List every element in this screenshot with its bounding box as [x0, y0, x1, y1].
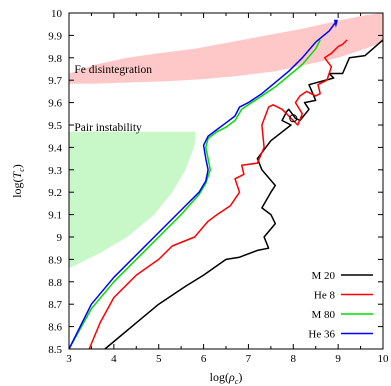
y-tick-label: 8.9 — [48, 254, 62, 266]
x-tick-label: 9 — [335, 353, 341, 365]
series-line-m-80 — [68, 39, 321, 350]
y-axis-label: log(Tc) — [10, 164, 26, 198]
region-labels: Fe disintegration Pair instability — [74, 64, 152, 134]
y-tick-label: 8.8 — [48, 277, 62, 289]
x-tick-label: 8 — [291, 353, 297, 365]
legend-label-m-80: M 80 — [311, 309, 335, 321]
y-tick-label: 9.8 — [48, 53, 62, 65]
y-tick-label: 9.4 — [48, 142, 62, 154]
x-axis-label: log(ρc) — [210, 370, 243, 386]
x-tick-label: 5 — [156, 353, 162, 365]
legend-label-he-36: He 36 — [308, 329, 335, 341]
x-tick-label: 7 — [246, 353, 252, 365]
y-tick-label: 8.6 — [48, 322, 62, 334]
legend-label-m-20: M 20 — [311, 270, 335, 282]
y-tick-label: 9.1 — [48, 210, 62, 222]
y-axis-ticks: 8.5 8.6 8.7 8.8 8.9 9 9.1 9.2 9.3 9.4 9.5 9.6 9.7 9.8… — [48, 8, 383, 356]
region-fe-disintegration — [69, 13, 383, 84]
x-tick-label: 6 — [201, 353, 207, 365]
y-tick-label: 9 — [57, 232, 63, 244]
y-tick-label: 8.7 — [48, 299, 62, 311]
region-label-fe-disintegration: Fe disintegration — [74, 64, 152, 76]
y-tick-label: 9.6 — [48, 98, 62, 110]
series-line-he-36 — [68, 21, 337, 350]
y-tick-label: 9.7 — [48, 75, 62, 87]
y-tick-label: 10 — [51, 8, 63, 20]
region-label-pair-instability: Pair instability — [74, 122, 142, 134]
y-tick-label: 9.9 — [48, 30, 62, 42]
series-line-m-20 — [104, 39, 384, 350]
x-tick-label: 4 — [111, 353, 117, 365]
series-lines — [68, 19, 384, 350]
legend-label-he-8: He 8 — [314, 290, 336, 302]
x-tick-label: 10 — [378, 353, 390, 365]
series-line-he-8 — [88, 39, 348, 350]
y-tick-label: 9.2 — [48, 187, 62, 199]
x-axis-ticks: 3 4 5 6 7 8 9 10 — [66, 13, 389, 365]
region-pair-instability — [69, 131, 196, 269]
series-marker-m-20 — [289, 114, 298, 123]
shaded-regions — [69, 13, 383, 269]
y-tick-label: 9.3 — [48, 165, 62, 177]
x-tick-label: 3 — [66, 353, 72, 365]
y-tick-label: 9.5 — [48, 120, 62, 132]
series-end-he-36 — [333, 19, 338, 28]
legend: M 20 He 8 M 80 He 36 — [308, 270, 373, 341]
y-tick-label: 8.5 — [48, 344, 62, 356]
